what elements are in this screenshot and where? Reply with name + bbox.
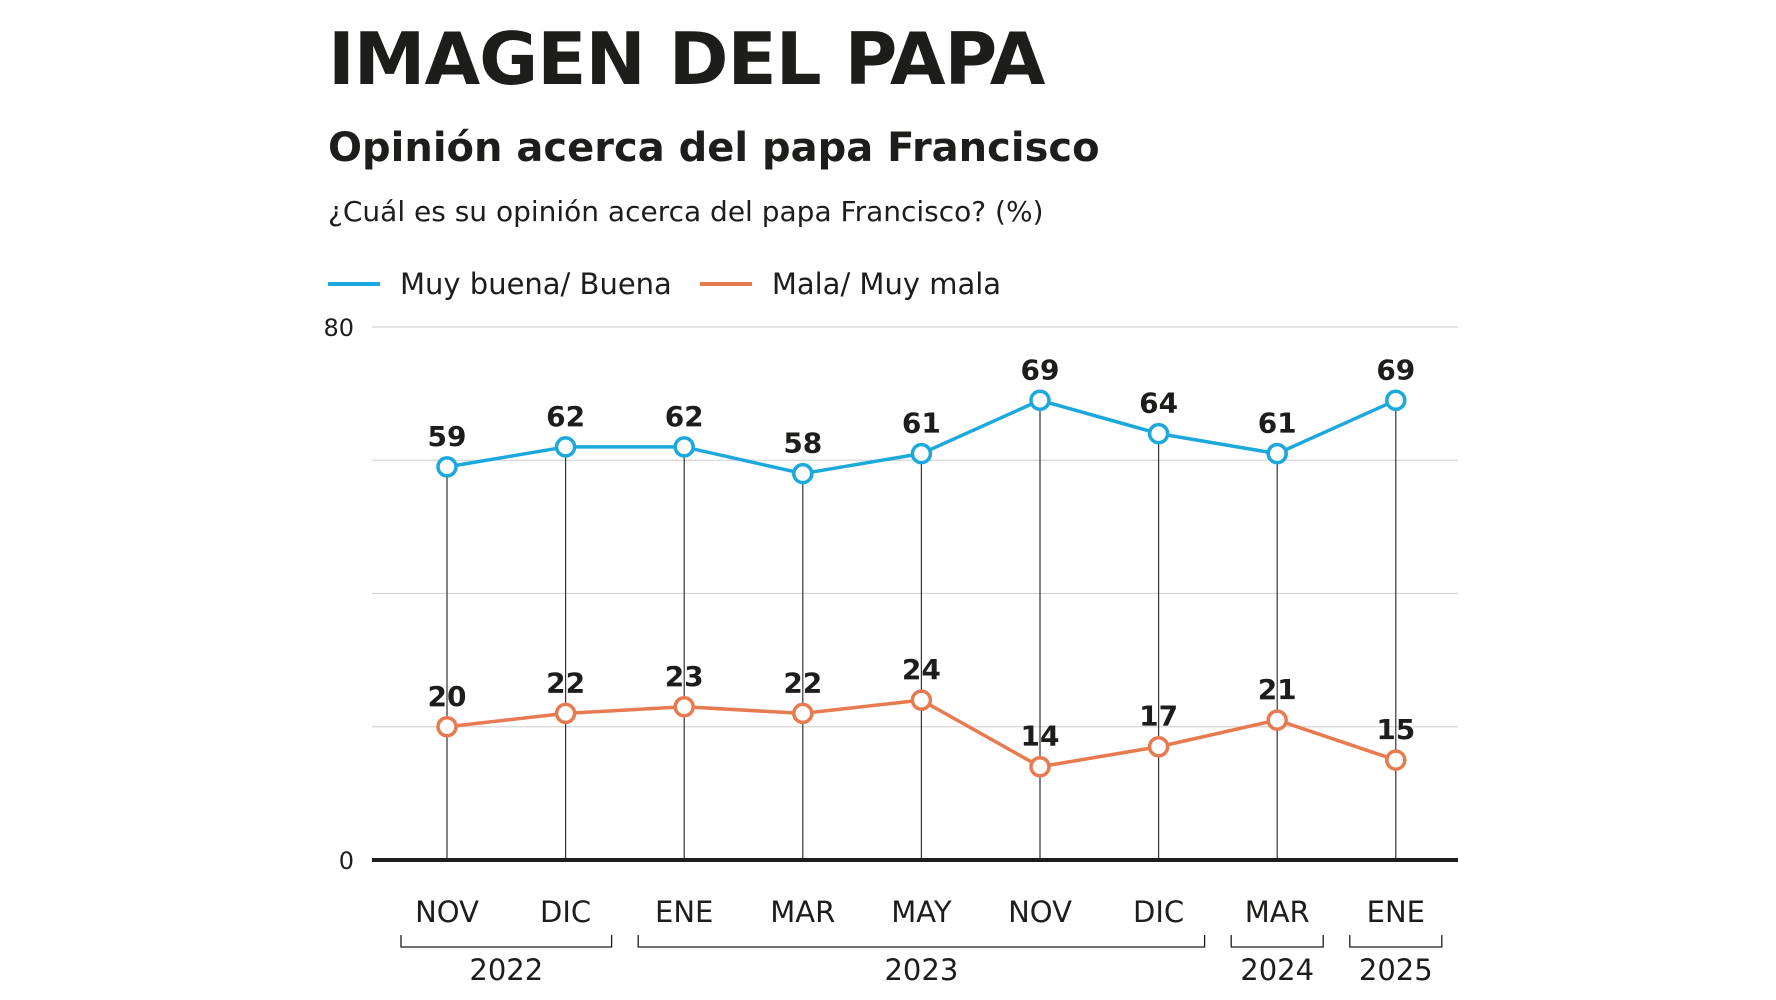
- data-point: [1385, 749, 1407, 771]
- data-point: [910, 442, 933, 465]
- data-point: [1266, 442, 1288, 465]
- data-point: [910, 689, 933, 711]
- year-bracket: [1349, 935, 1443, 948]
- label-layer: 59 62 62 58 61 69 64 61 69 20 22 23 22 24 14 17 21 15: [428, 353, 1416, 752]
- x-tick-label: NOV: [415, 895, 479, 929]
- year-bracket: [400, 935, 613, 948]
- data-point: [1147, 735, 1170, 758]
- data-label: 59: [428, 420, 467, 453]
- data-label: 22: [546, 666, 585, 699]
- data-label: 62: [546, 400, 585, 433]
- legend-swatch-mala: [699, 282, 752, 286]
- legend: Muy buena/ Buena Mala/ Muy mala: [328, 262, 1029, 306]
- y-tick-label: 80: [323, 314, 354, 342]
- y-tick-label: 0: [339, 847, 354, 875]
- data-point: [554, 436, 577, 458]
- chart-title: IMAGEN DEL PAPA: [328, 17, 1045, 101]
- data-point: [673, 696, 695, 718]
- data-point: [1385, 389, 1407, 412]
- data-label: 61: [902, 407, 941, 440]
- series-layer: [436, 389, 1407, 778]
- data-point: [1029, 389, 1051, 412]
- data-point: [436, 716, 458, 738]
- data-label: 20: [428, 680, 467, 713]
- data-label: 69: [1376, 353, 1415, 386]
- year-label: 2025: [1359, 953, 1433, 987]
- year-bracket: [637, 935, 1206, 948]
- data-label: 14: [1021, 720, 1060, 753]
- legend-swatch-buena: [328, 282, 380, 286]
- data-label: 61: [1258, 407, 1297, 440]
- legend-item-buena: Muy buena/ Buena: [328, 267, 672, 301]
- legend-label-buena: Muy buena/ Buena: [400, 267, 672, 301]
- data-label: 17: [1139, 700, 1178, 733]
- data-point: [554, 702, 577, 725]
- data-label: 64: [1139, 387, 1178, 420]
- x-tick-label: ENE: [1367, 895, 1425, 929]
- data-label: 22: [783, 666, 822, 699]
- legend-item-mala: Mala/ Muy mala: [699, 267, 1002, 301]
- data-label: 21: [1258, 673, 1297, 706]
- year-label: 2024: [1240, 953, 1314, 987]
- data-label: 15: [1376, 713, 1415, 746]
- data-label: 58: [783, 427, 822, 460]
- x-tick-label: DIC: [540, 895, 591, 929]
- year-bracket: [1230, 935, 1324, 948]
- legend-label-mala: Mala/ Muy mala: [771, 267, 1002, 301]
- survey-question: ¿Cuál es su opinión acerca del papa Fran…: [328, 195, 1044, 228]
- data-point: [673, 436, 695, 458]
- data-label: 24: [902, 653, 941, 686]
- data-point: [1266, 709, 1288, 731]
- x-tick-label: MAR: [1245, 895, 1310, 929]
- data-label: 69: [1021, 353, 1060, 386]
- data-point: [1029, 755, 1051, 778]
- x-tick-label: MAR: [770, 895, 835, 929]
- x-tick-label: NOV: [1008, 895, 1072, 929]
- x-tick-label: ENE: [655, 895, 713, 929]
- x-tick-label: DIC: [1133, 895, 1184, 929]
- year-label: 2022: [469, 953, 543, 987]
- data-point: [792, 462, 814, 485]
- data-label: 23: [665, 660, 704, 693]
- data-point: [792, 702, 814, 725]
- data-point: [1147, 422, 1170, 445]
- data-label: 62: [665, 400, 704, 433]
- year-label: 2023: [884, 953, 958, 987]
- stem-layer: [446, 400, 1397, 860]
- data-point: [436, 456, 458, 478]
- x-tick-label: MAY: [891, 895, 952, 929]
- chart-subtitle: Opinión acerca del papa Francisco: [328, 125, 1100, 171]
